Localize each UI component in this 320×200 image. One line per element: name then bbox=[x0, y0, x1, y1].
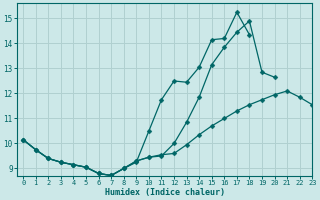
X-axis label: Humidex (Indice chaleur): Humidex (Indice chaleur) bbox=[105, 188, 225, 197]
